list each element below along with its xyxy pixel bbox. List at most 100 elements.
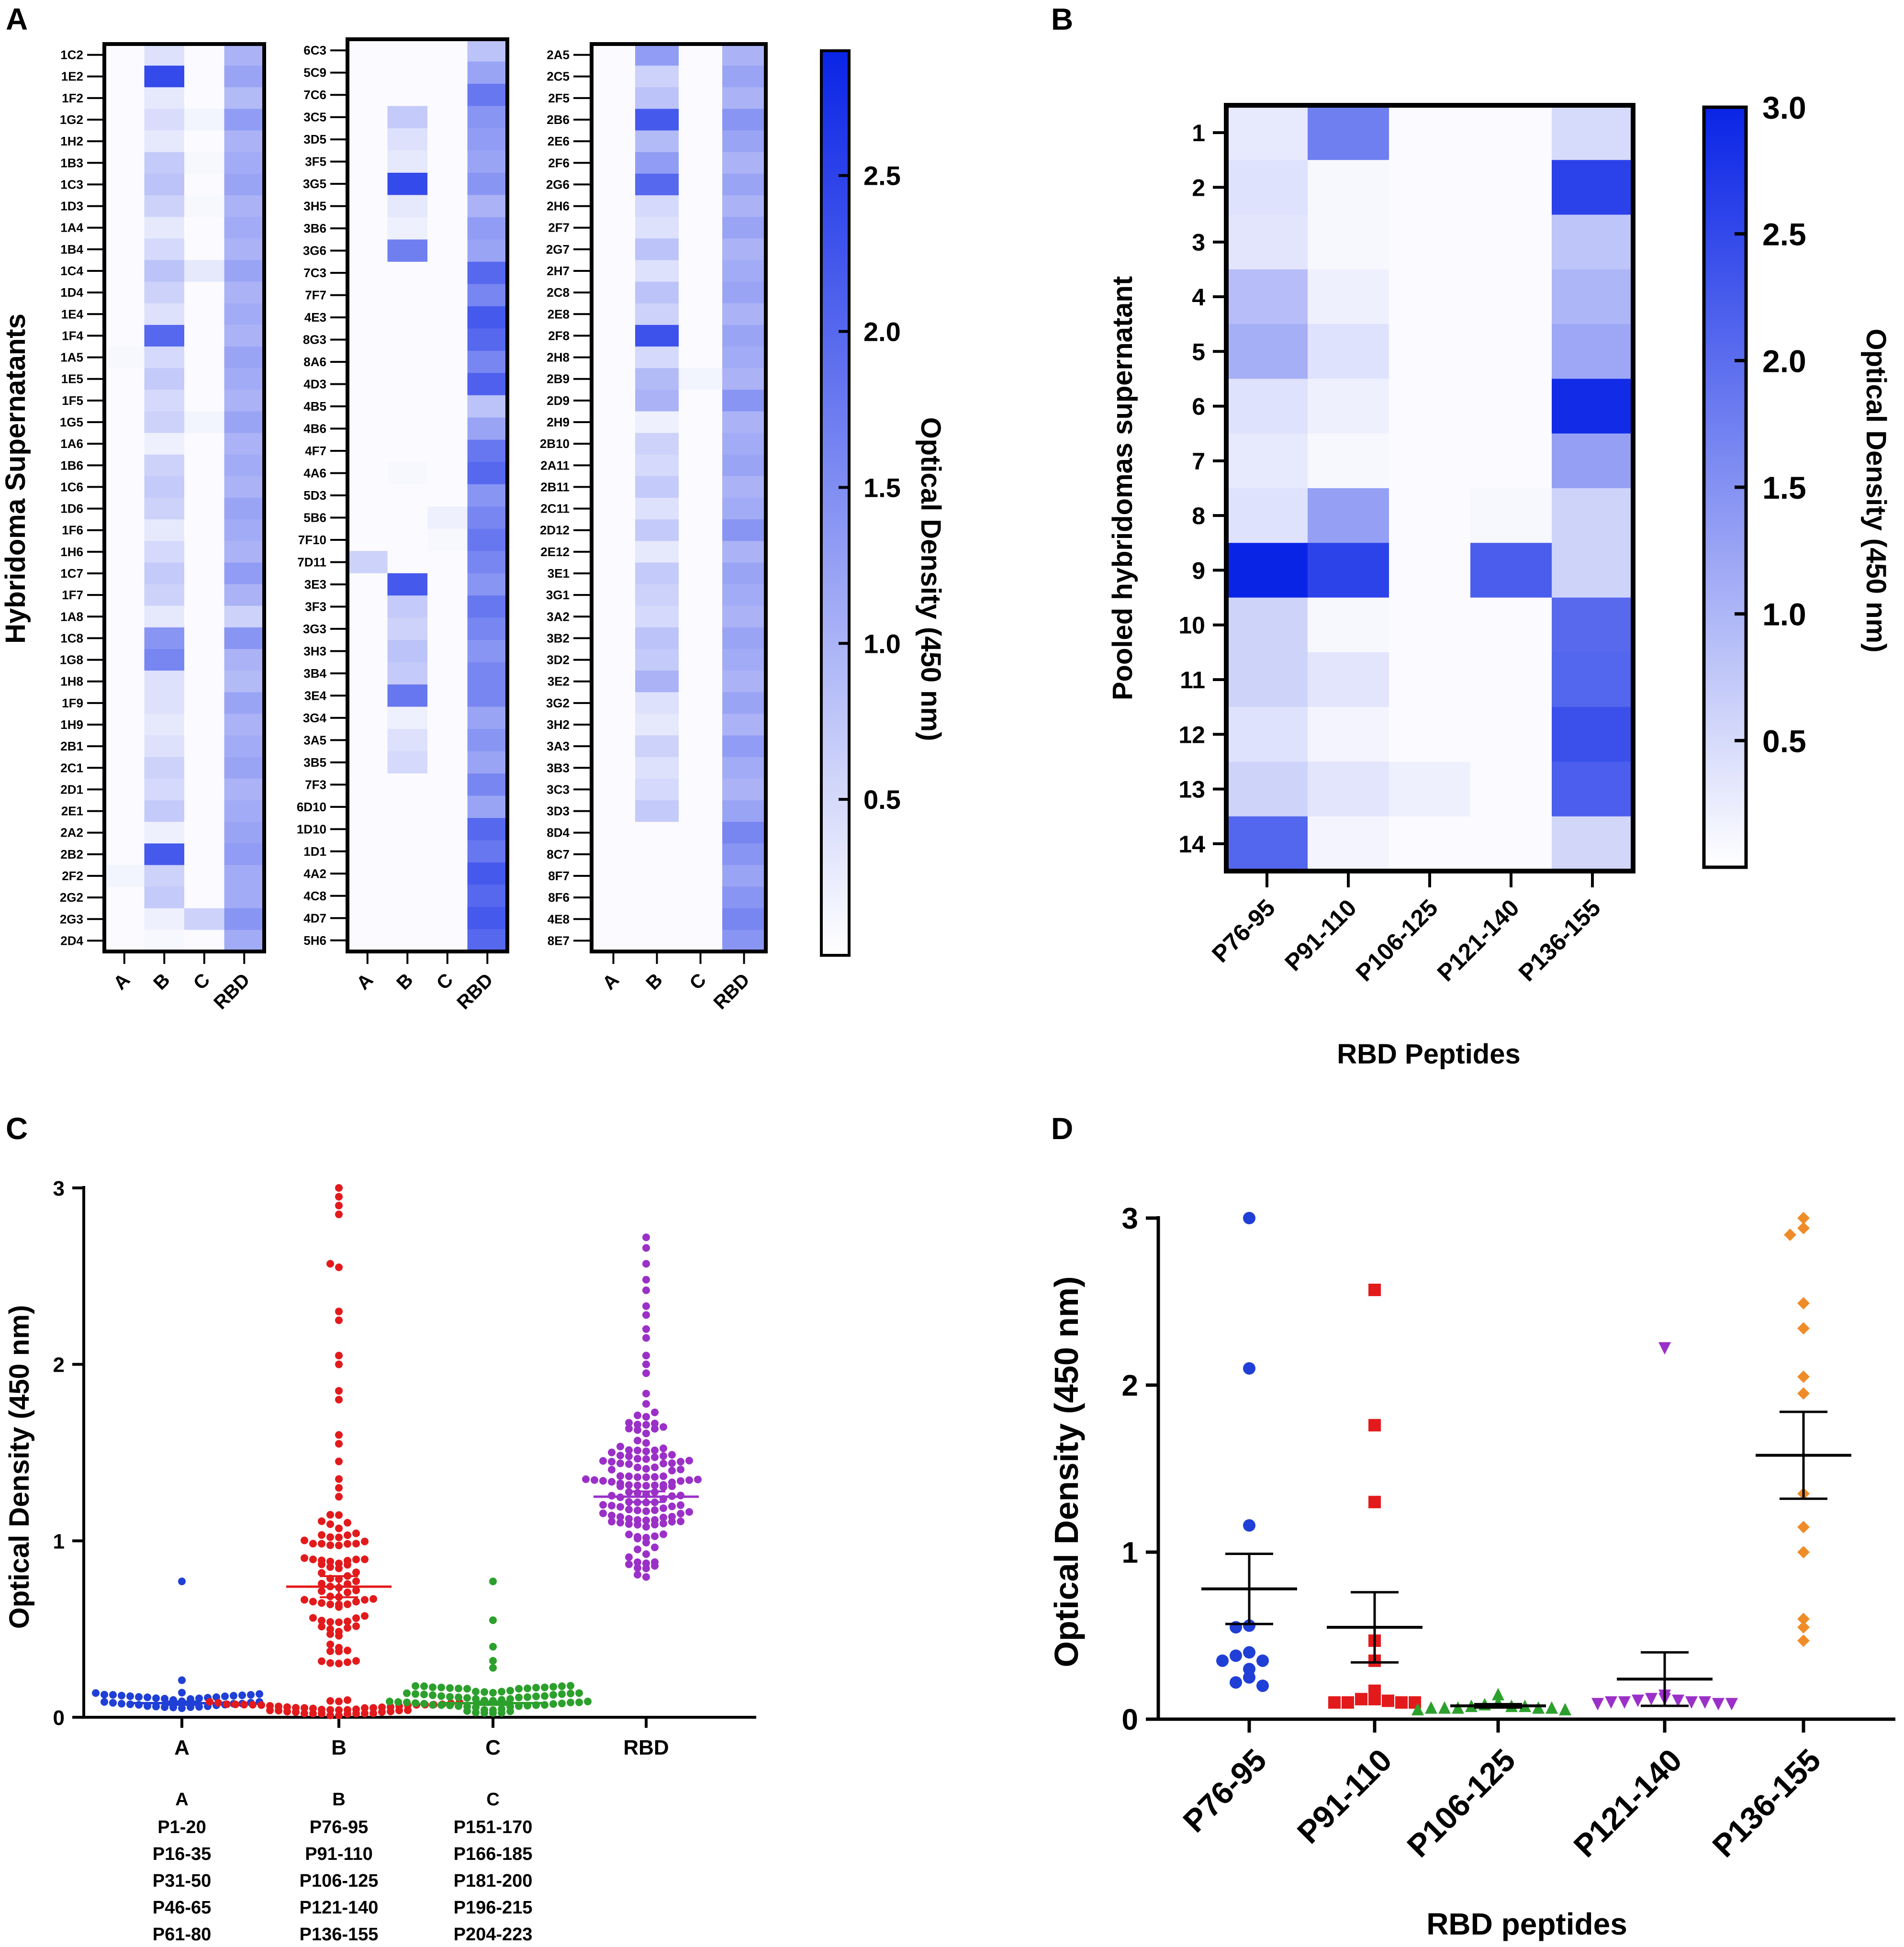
heatmap-cell (144, 843, 185, 866)
heatmap-cell (679, 368, 723, 390)
heatmap-cell (1552, 816, 1634, 872)
data-point (352, 1657, 360, 1665)
heatmap-cell (722, 908, 766, 930)
data-point (1645, 1693, 1658, 1706)
heatmap-cell (1552, 433, 1634, 489)
heatmap-cell (144, 541, 185, 563)
heatmap-cell (387, 239, 428, 262)
data-point (178, 1704, 186, 1712)
data-point (634, 1426, 641, 1434)
data-point (642, 1516, 650, 1524)
data-point (230, 1692, 237, 1700)
heatmap-cell (224, 303, 265, 325)
row-label: 7 (1192, 448, 1205, 475)
heatmap-cell (1470, 816, 1552, 872)
data-point (361, 1612, 369, 1620)
heatmap-cell (467, 907, 508, 930)
data-point (642, 1439, 650, 1447)
x-tick-label: P106-125 (1400, 1742, 1522, 1864)
heatmap-cell (347, 150, 388, 173)
row-label: 4B6 (303, 422, 326, 436)
heatmap-cell (144, 324, 185, 347)
row-label: 1F2 (62, 91, 83, 105)
row-label: 10 (1178, 612, 1205, 639)
heatmap-cell (184, 281, 225, 304)
heatmap-cell (592, 800, 636, 822)
heatmap-cell (144, 778, 185, 801)
heatmap-cell (679, 605, 723, 628)
peptide-group-title: C (486, 1790, 499, 1810)
heatmap-cell (224, 66, 265, 88)
data-point (437, 1692, 445, 1700)
heatmap-cell (1226, 269, 1308, 324)
data-point (318, 1540, 325, 1548)
data-point (126, 1692, 134, 1700)
row-label: 1H2 (60, 134, 83, 148)
heatmap-cell (427, 773, 468, 796)
column-label: RBD (709, 969, 753, 1013)
heatmap-cell (635, 281, 679, 304)
data-point (1243, 1519, 1255, 1532)
heatmap-cell (722, 390, 766, 412)
heatmap-cell (347, 862, 388, 885)
data-point (352, 1568, 360, 1577)
row-label: 3E2 (548, 674, 570, 689)
data-point (352, 1705, 360, 1713)
heatmap-cell (387, 328, 428, 351)
data-point (1797, 1370, 1810, 1383)
heatmap-cell (467, 106, 508, 129)
heatmap-cell (722, 519, 766, 541)
row-label: 5C9 (303, 66, 326, 80)
column-label: P106-125 (1351, 894, 1443, 986)
data-point (412, 1682, 419, 1690)
column-label: P91-110 (1279, 894, 1361, 976)
heatmap-cell (104, 217, 145, 239)
heatmap-cell (427, 929, 468, 952)
data-point (178, 1689, 186, 1697)
heatmap-cell (1470, 652, 1552, 707)
data-point (352, 1555, 360, 1564)
heatmap-cell (427, 840, 468, 863)
heatmap-cell (592, 908, 636, 930)
heatmap-cell (592, 865, 636, 887)
data-point (625, 1419, 633, 1427)
row-label: 1F5 (62, 393, 83, 408)
heatmap-cell (635, 929, 679, 952)
heatmap-cell (635, 498, 679, 520)
heatmap-cell (679, 44, 723, 66)
heatmap-cell (722, 44, 766, 66)
data-point (344, 1624, 351, 1632)
data-point (634, 1558, 641, 1567)
heatmap-cell (184, 433, 225, 455)
data-point (642, 1369, 650, 1377)
heatmap-cell (1552, 324, 1634, 380)
heatmap-cell (387, 83, 428, 107)
heatmap-cell (635, 757, 679, 779)
heatmap-cell (427, 684, 468, 707)
data-point (335, 1712, 343, 1720)
row-label: 2C5 (547, 69, 570, 84)
data-point (429, 1701, 437, 1709)
row-label: 2F5 (548, 91, 570, 105)
data-point (599, 1457, 607, 1465)
heatmap-cell (387, 907, 428, 930)
data-point (326, 1706, 334, 1714)
data-point (326, 1618, 334, 1626)
peptide-name: P181-200 (454, 1871, 533, 1891)
heatmap-cell (144, 454, 185, 477)
data-point (549, 1700, 557, 1708)
heatmap-cell (635, 195, 679, 217)
data-point (608, 1448, 616, 1456)
heatmap-cell (184, 843, 225, 866)
heatmap-cell (427, 484, 468, 507)
heatmap-cell (679, 584, 723, 606)
heatmap-cell (722, 541, 766, 563)
heatmap-cell (679, 843, 723, 866)
row-label: 2D12 (540, 523, 570, 537)
heatmap-cell (679, 692, 723, 715)
heatmap-cell (427, 172, 468, 196)
data-point (326, 1697, 334, 1705)
data-point (463, 1702, 471, 1711)
row-label: 6C3 (303, 43, 326, 57)
row-label: 2F6 (548, 156, 570, 170)
